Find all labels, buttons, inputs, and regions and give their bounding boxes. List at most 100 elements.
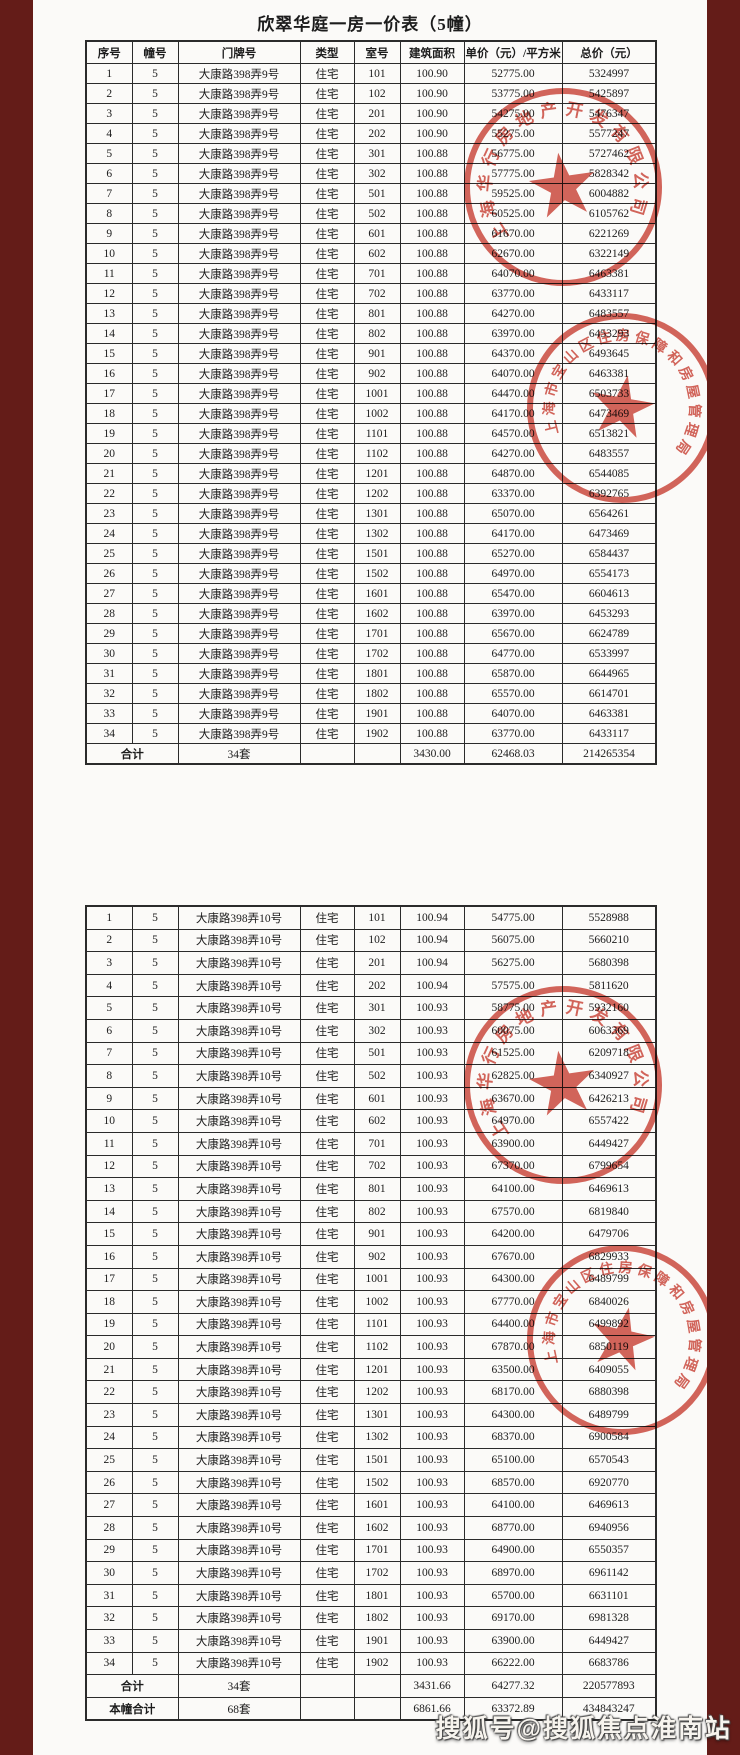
cell: 大康路398弄10号	[177, 1629, 301, 1653]
table-row: 7 5 大康路398弄9号 住宅 501 100.88 59525.00 6004882	[85, 183, 657, 204]
cell: 大康路398弄9号	[177, 723, 301, 744]
cell: 大康路398弄10号	[177, 1357, 301, 1382]
cell: 6469613	[561, 1177, 657, 1201]
cell: 大康路398弄10号	[177, 1018, 301, 1043]
cell: 1102	[353, 1335, 401, 1359]
cell: 1202	[353, 483, 401, 504]
cell: 102	[353, 928, 401, 953]
cell: 大康路398弄9号	[177, 403, 301, 424]
table-row: 9 5 大康路398弄9号 住宅 601 100.88 61670.00 6221269	[85, 223, 657, 244]
cell: 大康路398弄9号	[177, 503, 301, 524]
table-row: 33 5 大康路398弄10号 住宅 1901 100.93 63900.00 6449427	[85, 1629, 657, 1653]
cell: 5	[131, 183, 179, 204]
cell: 6463381	[561, 263, 657, 284]
cell: 5	[131, 1583, 179, 1608]
cell: 6	[85, 1018, 133, 1043]
cell: 100.88	[399, 683, 465, 704]
cell: 901	[353, 1222, 401, 1246]
table-row: 18 5 大康路398弄10号 住宅 1002 100.93 67770.00 6840026	[85, 1290, 657, 1314]
table-row: 26 5 大康路398弄9号 住宅 1502 100.88 64970.00 6554173	[85, 563, 657, 584]
table-row: 3 5 大康路398弄10号 住宅 201 100.94 56275.00 5680398	[85, 951, 657, 975]
cell: 5	[131, 1131, 179, 1156]
cell: 601	[353, 1086, 401, 1111]
cell: 302	[353, 1018, 401, 1043]
total-unit-price: 64277.32	[463, 1674, 563, 1698]
cell: 5476347	[561, 103, 657, 124]
table-row: 6 5 大康路398弄9号 住宅 302 100.88 57775.00 5828342	[85, 163, 657, 184]
cell: 1601	[353, 583, 401, 604]
cell: 住宅	[299, 1064, 355, 1088]
cell: 502	[353, 1064, 401, 1088]
cell: 702	[353, 283, 401, 304]
total-row: 本幢合计 68套 6861.66 63372.89 434843247	[85, 1696, 657, 1721]
cell: 住宅	[299, 643, 355, 664]
cell: 5	[131, 1244, 179, 1269]
cell: 100.93	[399, 1403, 465, 1427]
cell: 702	[353, 1154, 401, 1179]
cell: 6453293	[561, 603, 657, 624]
cell: 5	[131, 143, 179, 164]
cell: 100.93	[399, 1109, 465, 1133]
cell: 大康路398弄10号	[177, 1199, 301, 1224]
cell: 5	[131, 303, 179, 324]
cell: 6426213	[561, 1086, 657, 1111]
cell: 6221269	[561, 223, 657, 244]
cell: 大康路398弄10号	[177, 1583, 301, 1608]
cell: 5	[131, 1086, 179, 1111]
watermark: 搜狐号@搜狐焦点淮南站	[435, 1715, 732, 1743]
cell: 3	[85, 951, 133, 975]
cell: 住宅	[299, 1629, 355, 1653]
total-label: 合计	[85, 743, 179, 765]
cell: 100.90	[399, 63, 465, 84]
cell: 5	[131, 643, 179, 664]
cell: 32	[85, 1606, 133, 1630]
cell: 64370.00	[463, 343, 563, 364]
cell: 18	[85, 1290, 133, 1314]
cell: 28	[85, 603, 133, 624]
cell: 住宅	[299, 303, 355, 324]
column-header: 门牌号	[177, 40, 301, 64]
cell: 7	[85, 183, 133, 204]
cell: 100.93	[399, 1493, 465, 1518]
cell: 100.93	[399, 1131, 465, 1156]
cell: 100.88	[399, 143, 465, 164]
table-row: 16 5 大康路398弄10号 住宅 902 100.93 67670.00 6829933	[85, 1244, 657, 1269]
cell: 住宅	[299, 223, 355, 244]
cell	[299, 1696, 355, 1721]
right-border-band	[707, 0, 740, 1755]
cell: 大康路398弄10号	[177, 1222, 301, 1246]
cell: 1302	[353, 1425, 401, 1450]
cell: 1001	[353, 383, 401, 404]
cell: 62670.00	[463, 243, 563, 264]
cell: 13	[85, 1177, 133, 1201]
cell: 100.88	[399, 223, 465, 244]
table-row: 28 5 大康路398弄9号 住宅 1602 100.88 63970.00 6453293	[85, 603, 657, 624]
cell: 大康路398弄10号	[177, 1493, 301, 1518]
cell: 100.88	[399, 723, 465, 744]
cell: 住宅	[299, 103, 355, 124]
cell: 住宅	[299, 483, 355, 504]
cell: 1501	[353, 543, 401, 564]
cell: 100.90	[399, 123, 465, 144]
cell: 住宅	[299, 1583, 355, 1608]
cell: 大康路398弄9号	[177, 283, 301, 304]
cell: 64770.00	[463, 643, 563, 664]
cell: 5	[131, 1516, 179, 1540]
cell: 56775.00	[463, 143, 563, 164]
cell: 大康路398弄9号	[177, 383, 301, 404]
cell: 64070.00	[463, 263, 563, 284]
cell: 6557422	[561, 1109, 657, 1133]
cell: 6473469	[561, 523, 657, 544]
column-header: 总价（元）	[561, 40, 657, 64]
cell: 100.94	[399, 928, 465, 953]
cell: 大康路398弄10号	[177, 1448, 301, 1472]
cell: 5932160	[561, 996, 657, 1020]
cell: 100.88	[399, 543, 465, 564]
cell: 63500.00	[463, 1357, 563, 1382]
cell: 大康路398弄10号	[177, 905, 301, 930]
table-row: 25 5 大康路398弄10号 住宅 1501 100.93 65100.00 6570543	[85, 1448, 657, 1472]
cell: 1002	[353, 1290, 401, 1314]
cell: 住宅	[299, 83, 355, 104]
cell: 64570.00	[463, 423, 563, 444]
table-row: 11 5 大康路398弄10号 住宅 701 100.93 63900.00 6449427	[85, 1131, 657, 1156]
